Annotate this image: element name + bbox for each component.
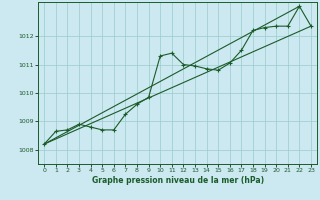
X-axis label: Graphe pression niveau de la mer (hPa): Graphe pression niveau de la mer (hPa) — [92, 176, 264, 185]
